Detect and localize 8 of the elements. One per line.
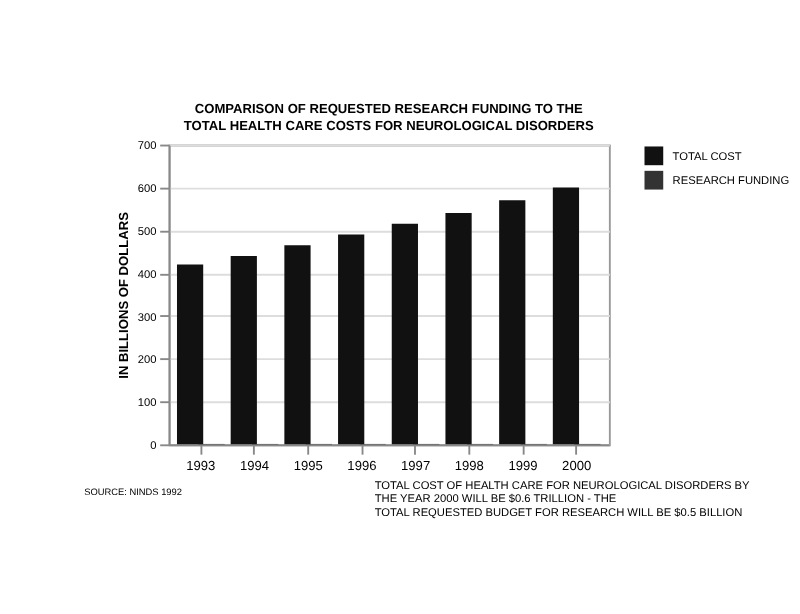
bar bbox=[230, 255, 257, 445]
bar bbox=[284, 245, 311, 445]
bar bbox=[391, 223, 418, 445]
bar bbox=[499, 200, 526, 445]
bar bbox=[176, 264, 204, 445]
bar bbox=[552, 187, 580, 445]
bar bbox=[338, 234, 365, 445]
bar bbox=[445, 213, 472, 445]
